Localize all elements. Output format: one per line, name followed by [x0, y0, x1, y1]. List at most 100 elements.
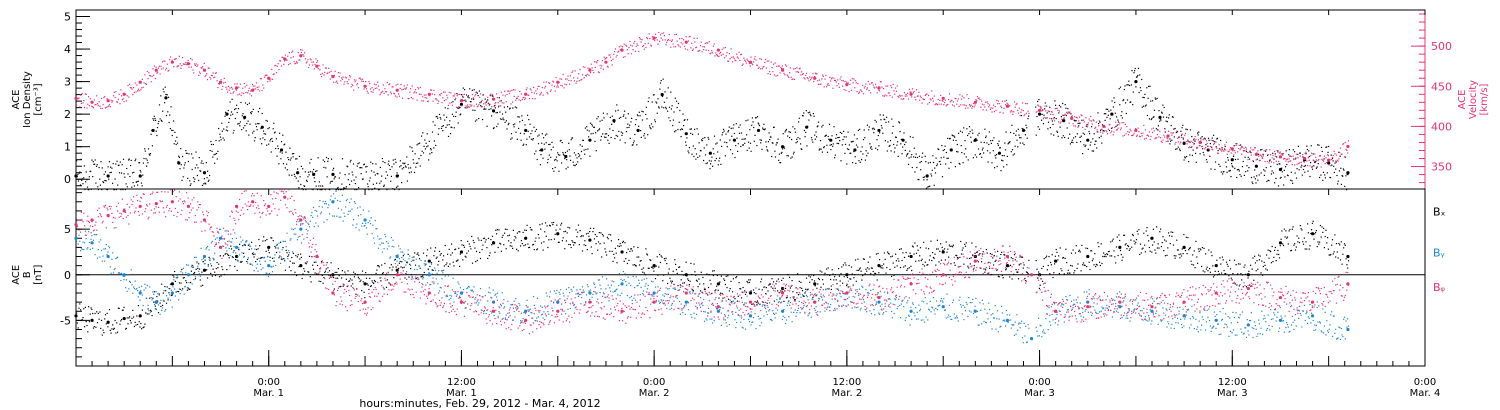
ion-density-point: [692, 145, 694, 147]
velocity-anchor-point: [1230, 147, 1234, 151]
ion-density-point: [377, 173, 379, 175]
velocity-point: [1347, 152, 1349, 154]
ion-density-point: [1160, 119, 1162, 121]
ion-density-point: [1250, 176, 1253, 179]
ion-density-point: [994, 155, 996, 157]
velocity-point: [194, 63, 196, 65]
ion-density-point: [970, 136, 972, 138]
bx-point: [860, 270, 862, 272]
velocity-point: [1258, 155, 1260, 157]
bx-point: [622, 240, 624, 242]
bx-point: [644, 273, 646, 276]
ion-density-point: [248, 102, 250, 104]
ion-density-point: [438, 128, 440, 130]
bx-point: [415, 278, 417, 280]
ion-density-point: [1188, 161, 1190, 163]
bx-point: [438, 260, 440, 262]
velocity-point: [1127, 131, 1129, 133]
bx-point: [920, 260, 922, 262]
velocity-point: [566, 78, 568, 80]
velocity-point: [389, 83, 391, 85]
ion-density-point: [656, 102, 658, 104]
bx-point: [810, 274, 812, 276]
velocity-point: [940, 94, 942, 97]
velocity-point: [1302, 154, 1304, 156]
ion-density-point: [1111, 100, 1113, 102]
bx-point: [982, 251, 984, 253]
velocity-point: [1311, 152, 1313, 154]
bx-point: [498, 229, 500, 231]
ion-density-point: [1240, 175, 1242, 177]
ion-density-anchor-point: [564, 154, 568, 159]
velocity-point: [377, 81, 379, 83]
ion-density-point: [1014, 145, 1016, 147]
ion-density-point: [491, 115, 493, 117]
ion-density-point: [1347, 174, 1349, 176]
bx-point: [104, 318, 106, 320]
velocity-point: [716, 54, 718, 56]
ion-density-point: [983, 141, 985, 144]
velocity-point: [677, 44, 679, 46]
velocity-point: [862, 84, 864, 87]
ion-density-point: [315, 170, 317, 172]
velocity-point: [506, 93, 508, 96]
velocity-point: [553, 85, 555, 87]
velocity-point: [959, 94, 961, 96]
velocity-point: [544, 87, 546, 89]
bx-point: [153, 291, 156, 293]
velocity-point: [297, 51, 299, 54]
bx-point: [971, 242, 973, 244]
ion-density-point: [404, 165, 407, 167]
ion-density-point: [1268, 180, 1270, 182]
ion-density-point: [911, 166, 913, 169]
velocity-point: [633, 42, 635, 44]
ion-density-point: [212, 156, 214, 158]
ion-density-point: [1123, 88, 1125, 91]
bx-point: [388, 282, 390, 284]
ion-density-point: [1346, 189, 1348, 191]
velocity-point: [1302, 160, 1305, 162]
bx-point: [567, 226, 569, 229]
velocity-point: [1149, 138, 1151, 141]
velocity-point: [806, 77, 808, 79]
bx-point: [311, 256, 313, 258]
bx-point: [330, 262, 332, 264]
bx-point: [910, 265, 912, 267]
ion-density-point: [1235, 143, 1237, 145]
velocity-point: [699, 49, 701, 52]
ion-density-point: [765, 146, 768, 148]
ion-density-point: [166, 94, 168, 96]
velocity-point: [524, 97, 527, 99]
ion-density-point: [696, 128, 698, 130]
velocity-point: [1215, 141, 1217, 143]
velocity-point: [255, 82, 258, 84]
ion-density-point: [636, 144, 638, 146]
bx-point: [217, 267, 219, 269]
velocity-point: [1286, 158, 1288, 161]
velocity-point: [967, 107, 969, 109]
ion-density-point: [1342, 175, 1344, 177]
velocity-point: [890, 85, 892, 87]
bx-point: [319, 268, 321, 270]
ion-density-point: [1055, 118, 1057, 120]
velocity-point: [596, 62, 598, 64]
ion-density-point: [687, 150, 689, 152]
ion-density-point: [635, 119, 637, 121]
ion-density-point: [503, 119, 505, 121]
ion-density-point: [189, 184, 191, 187]
velocity-point: [556, 86, 558, 88]
bx-point: [1013, 273, 1015, 275]
bx-point: [814, 285, 816, 287]
ion-density-point: [101, 189, 103, 191]
ion-density-point: [999, 147, 1001, 149]
velocity-point: [568, 79, 570, 82]
velocity-point: [168, 69, 170, 71]
bx-point: [595, 243, 597, 245]
bx-point: [961, 249, 963, 251]
bx-point: [647, 267, 649, 269]
ion-density-point: [730, 127, 732, 129]
velocity-point: [980, 106, 982, 108]
ion-density-point: [314, 181, 316, 183]
y-tick-label: 1: [64, 141, 71, 154]
bx-point: [977, 261, 979, 263]
